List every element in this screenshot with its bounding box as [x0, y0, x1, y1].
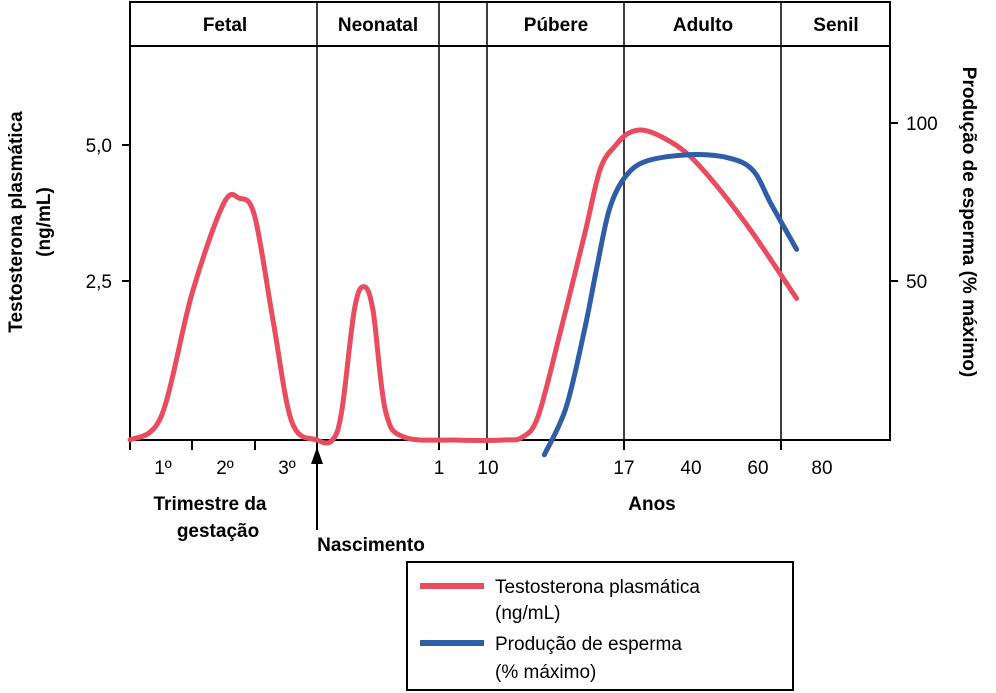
y-left-tick-label-5: 5,0 — [86, 136, 112, 157]
phase-label-pubescent: Púbere — [524, 15, 588, 36]
x-group-trimester-line1: Trimestre da — [154, 494, 267, 515]
phase-label-adult: Adulto — [673, 15, 733, 36]
legend-label-testosterone-line1: Testosterona plasmática — [495, 577, 700, 598]
y-left-tick-label-2-5: 2,5 — [86, 272, 112, 293]
x-tick-label-trimester-2: 2º — [216, 458, 234, 479]
phase-label-fetal: Fetal — [203, 15, 247, 36]
x-group-trimester-line2: gestação — [177, 521, 259, 542]
series-testosterone-line — [127, 127, 800, 446]
y-left-title-line2: (ng/mL) — [34, 187, 55, 257]
x-tick-label-year-80: 80 — [811, 458, 832, 479]
x-tick-label-trimester-3: 3º — [278, 458, 296, 479]
legend-label-testosterone-line2: (ng/mL) — [495, 603, 560, 624]
phase-label-senile: Senil — [813, 15, 858, 36]
x-tick-label-year-1: 1 — [434, 458, 445, 479]
plot-frame — [129, 1, 891, 441]
y-right-tick-label-50: 50 — [906, 272, 927, 293]
x-group-years: Anos — [628, 494, 676, 515]
x-tick-label-year-17: 17 — [613, 458, 634, 479]
series-sperm-line — [541, 151, 800, 458]
x-tick-label-year-60: 60 — [747, 458, 768, 479]
y-right-title: Produção de esperma (% máximo) — [958, 67, 979, 377]
birth-label: Nascimento — [317, 535, 425, 556]
legend-box — [406, 561, 794, 691]
birth-arrow-head — [311, 447, 323, 464]
legend-label-sperm-line2: (% máximo) — [495, 662, 596, 683]
y-left-title-line1: Testosterona plasmática — [6, 111, 27, 333]
x-tick-label-year-10: 10 — [477, 458, 498, 479]
x-tick-label-year-40: 40 — [680, 458, 701, 479]
y-right-tick-label-100: 100 — [906, 114, 938, 135]
legend-label-sperm-line1: Produção de esperma — [495, 634, 682, 655]
x-tick-label-trimester-1: 1º — [154, 458, 172, 479]
phase-label-neonatal: Neonatal — [338, 15, 418, 36]
